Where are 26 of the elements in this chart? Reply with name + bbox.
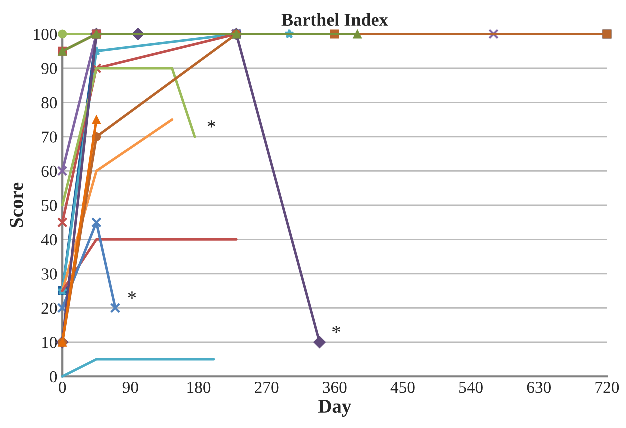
annotation: * xyxy=(332,326,340,334)
y-tick-label: 30 xyxy=(42,268,58,280)
y-tick-label: 10 xyxy=(42,337,58,348)
annotation: * xyxy=(208,120,216,128)
x-tick-label: 270 xyxy=(255,382,279,394)
x-tick-label: 720 xyxy=(596,382,620,394)
y-axis-title: Score xyxy=(10,182,24,228)
x-tick-label: 90 xyxy=(122,382,138,394)
y-tick-label: 90 xyxy=(42,63,58,74)
x-tick-label: 540 xyxy=(460,382,483,394)
x-tick-label: 180 xyxy=(188,382,211,394)
chart-title: Barthel Index xyxy=(282,13,388,26)
y-tick-label: 70 xyxy=(42,132,58,143)
x-tick-label: 450 xyxy=(390,382,415,394)
x-axis-title: Day xyxy=(318,400,352,418)
y-tick-label: 100 xyxy=(34,28,58,40)
y-tick-label: 0 xyxy=(50,371,58,383)
y-tick-label: 40 xyxy=(41,234,58,246)
y-tick-label: 20 xyxy=(42,302,58,314)
y-tick-label: 50 xyxy=(42,200,58,212)
annotation: * xyxy=(128,292,136,299)
x-tick-label: 360 xyxy=(323,382,347,394)
x-tick-label: 630 xyxy=(527,382,552,394)
y-tick-label: 60 xyxy=(42,166,58,178)
x-tick-label: 0 xyxy=(59,382,66,394)
y-tick-label: 80 xyxy=(42,97,58,109)
